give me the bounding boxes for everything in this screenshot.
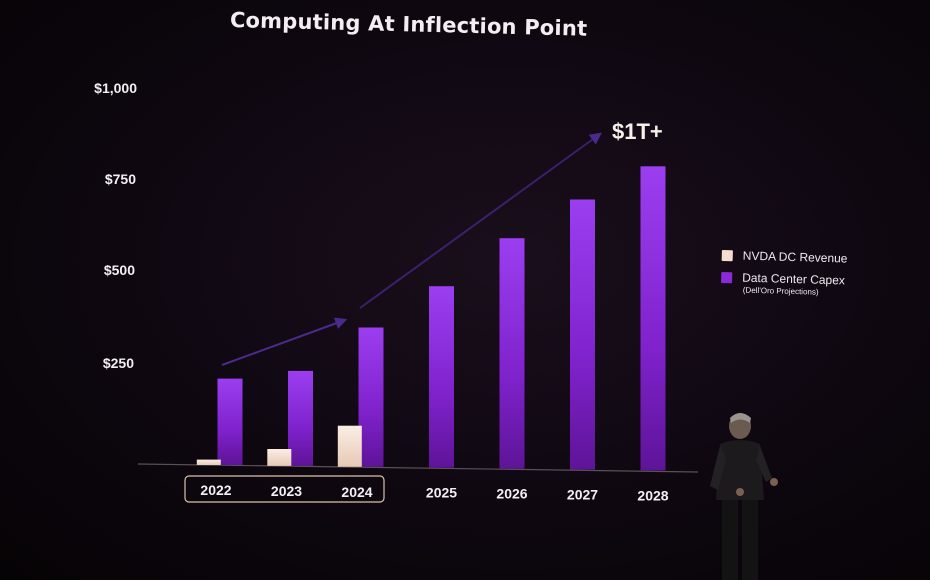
bar-capex-2022 [217,378,243,465]
legend-label-capex: Data Center Capex [741,270,846,288]
presenter-figure [710,413,778,580]
x-axis-line [137,463,699,473]
x-axis-labels: 2022 2023 2024 2025 2026 2027 2028 [200,482,668,503]
bar-nvda-revenue-2022 [196,459,221,465]
legend-item-nvda: NVDA DC Revenue [721,248,848,266]
x-tick-label-2022: 2022 [200,482,231,498]
trillion-annotation: $1T+ [612,119,663,144]
bar-capex-2028 [640,166,666,471]
bar-capex-2026 [499,238,525,469]
bar-nvda-revenue-2024 [337,425,362,467]
x-tick-label-2026: 2026 [496,486,527,502]
legend-swatch-nvda [721,249,733,261]
bars [196,166,666,471]
legend-label-nvda: NVDA DC Revenue [742,248,848,266]
bar-nvda-revenue-2023 [267,449,292,466]
highlight-years-box [184,475,385,503]
x-tick-label-2023: 2023 [271,483,302,499]
legend-swatch-capex [721,271,733,283]
y-tick-label-250: $250 [103,355,134,371]
y-tick-label-500: $500 [104,262,135,278]
y-tick-label-1000: $1,000 [94,80,137,96]
legend-item-capex: Data Center Capex [721,270,847,288]
bar-capex-2023 [288,370,313,466]
legend: NVDA DC Revenue Data Center Capex (Dell'… [721,248,848,297]
x-tick-label-2028: 2028 [637,487,668,503]
y-axis-ticks: $250 $500 $750 $1,000 [94,80,137,371]
x-tick-label-2027: 2027 [567,487,598,503]
trend-arrow-left [221,317,348,366]
bar-capex-2025 [429,286,454,468]
trend-arrow-right [359,132,602,309]
bar-capex-2024 [358,327,384,467]
x-tick-label-2025: 2025 [426,485,457,501]
x-tick-label-2024: 2024 [341,484,372,500]
y-tick-label-750: $750 [105,171,136,187]
bar-capex-2027 [570,199,595,470]
